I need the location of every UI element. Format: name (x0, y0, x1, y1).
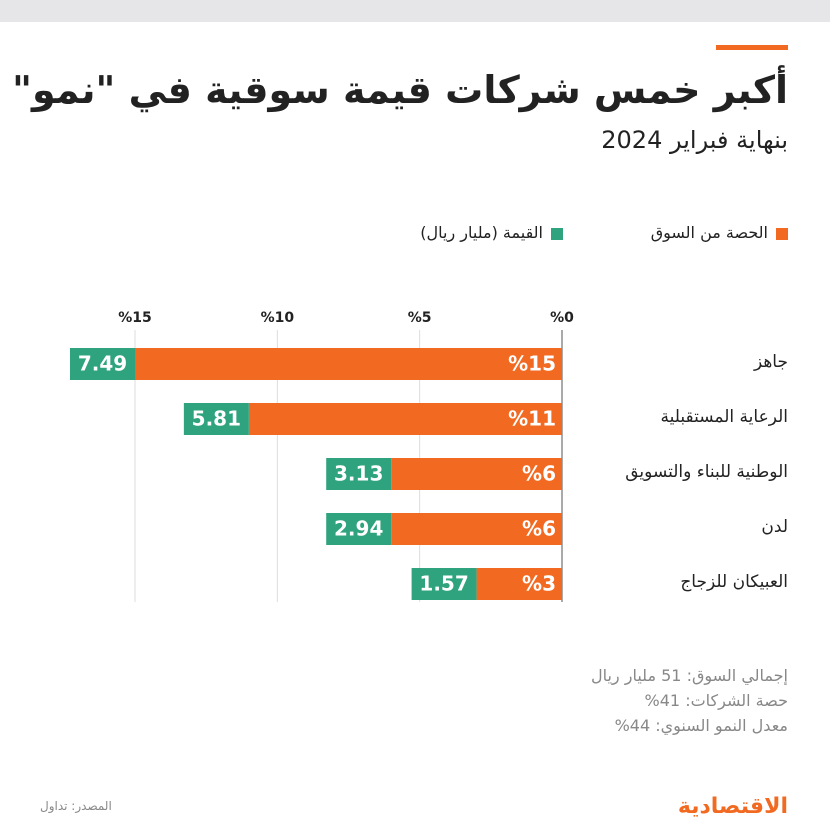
x-tick-label: %0 (550, 310, 574, 326)
value-label: 3.13 (334, 462, 383, 486)
value-label: 2.94 (334, 517, 383, 541)
bar (248, 403, 562, 435)
x-tick-label: %10 (261, 310, 295, 326)
value-label: %15 (508, 352, 556, 376)
bar (391, 513, 562, 545)
value-label: %6 (522, 517, 556, 541)
top-bar (0, 0, 830, 22)
value-label: 1.57 (419, 572, 468, 596)
bar (135, 348, 562, 380)
category-label: العبيكان للزجاج (680, 572, 788, 592)
category-label: جاهز (753, 352, 788, 372)
value-box (326, 458, 392, 490)
chart-subtitle: بنهاية فبراير 2024 (601, 126, 788, 154)
legend-label: الحصة من السوق (650, 223, 768, 242)
bar (476, 568, 562, 600)
value-box (183, 403, 249, 435)
category-label: الرعاية المستقبلية (660, 407, 788, 427)
legend-swatch (776, 228, 788, 240)
value-label: 5.81 (192, 407, 241, 431)
value-label: %3 (522, 572, 556, 596)
value-box (411, 568, 477, 600)
value-label: %6 (522, 462, 556, 486)
logo: الاقتصادية (677, 794, 788, 819)
x-tick-label: %15 (118, 310, 152, 326)
value-box (326, 513, 392, 545)
note: معدل النمو السنوي: 44% (614, 716, 788, 735)
value-label: %11 (508, 407, 556, 431)
accent-line (716, 45, 788, 50)
value-box (70, 348, 135, 380)
legend-swatch (551, 228, 563, 240)
category-label: لدن (761, 517, 788, 537)
category-label: الوطنية للبناء والتسويق (625, 462, 788, 482)
bar (391, 458, 562, 490)
legend-label: القيمة (مليار ريال) (420, 223, 543, 242)
value-label: 7.49 (78, 352, 127, 376)
chart-title: أكبر خمس شركات قيمة سوقية في "نمو" (12, 68, 788, 112)
note: إجمالي السوق: 51 مليار ريال (590, 666, 788, 685)
note: حصة الشركات: 41% (644, 691, 788, 710)
source: المصدر: تداول (40, 799, 112, 813)
x-tick-label: %5 (408, 310, 432, 326)
